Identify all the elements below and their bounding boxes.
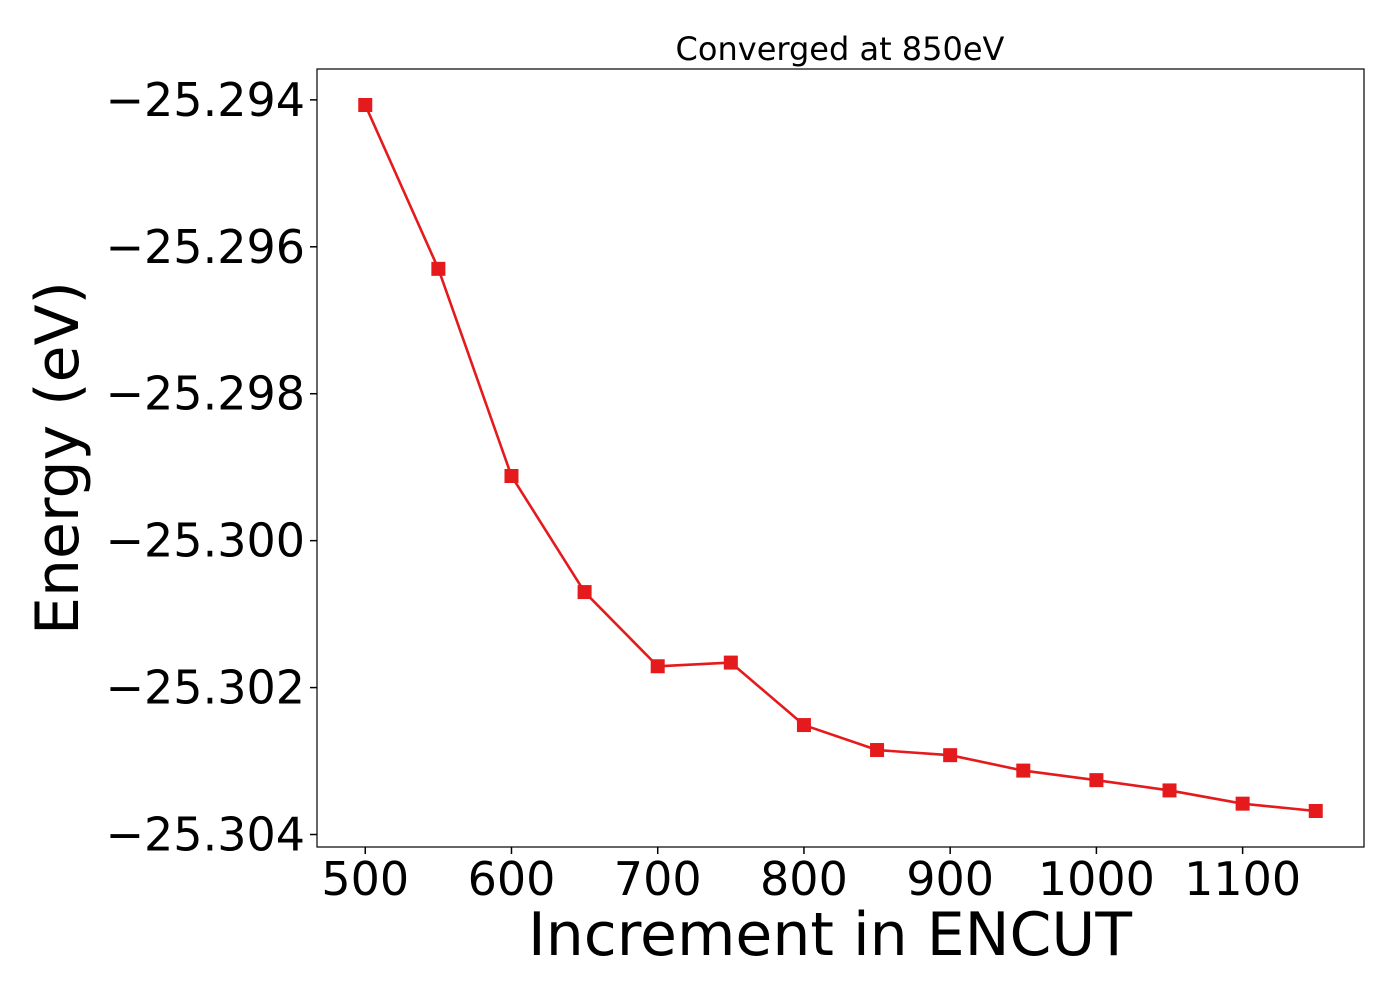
data-point	[1089, 773, 1104, 788]
x-tick-label: 600	[468, 852, 556, 906]
y-tick-label: −25.294	[106, 73, 306, 127]
data-point	[431, 261, 446, 276]
data-point	[1235, 796, 1250, 811]
x-axis-label: Increment in ENCUT	[528, 900, 1132, 970]
plot-area: 500 600 700 800 900 1000 1100 −25.294 −25.296 −25…	[106, 68, 1365, 906]
y-tick-label: −25.304	[106, 808, 306, 862]
data-point	[650, 659, 665, 674]
data-point	[943, 748, 958, 763]
data-point	[358, 98, 373, 112]
y-tick-label: −25.298	[106, 367, 306, 421]
x-tick-label: 500	[321, 852, 409, 906]
data-point	[504, 469, 519, 483]
y-tick-label: −25.300	[106, 514, 306, 568]
plot-frame	[316, 68, 1365, 848]
data-point	[796, 718, 811, 733]
data-point	[870, 743, 885, 758]
y-tick-label: −25.296	[106, 220, 306, 274]
data-point	[1016, 763, 1031, 778]
data-point	[723, 655, 738, 670]
data-point	[577, 585, 592, 600]
y-axis-label: Energy (eV)	[23, 281, 93, 635]
y-tick-label: −25.302	[106, 661, 306, 715]
x-tick-label: 1100	[1184, 852, 1301, 906]
x-tick-label: 1000	[1038, 852, 1155, 906]
chart-title: Converged at 850eV	[676, 30, 1005, 68]
x-tick-label: 900	[906, 852, 994, 906]
data-point	[1162, 783, 1177, 798]
series-line	[363, 103, 1318, 813]
x-tick-label: 800	[760, 852, 848, 906]
x-tick-label: 700	[614, 852, 702, 906]
data-point	[1308, 804, 1323, 818]
